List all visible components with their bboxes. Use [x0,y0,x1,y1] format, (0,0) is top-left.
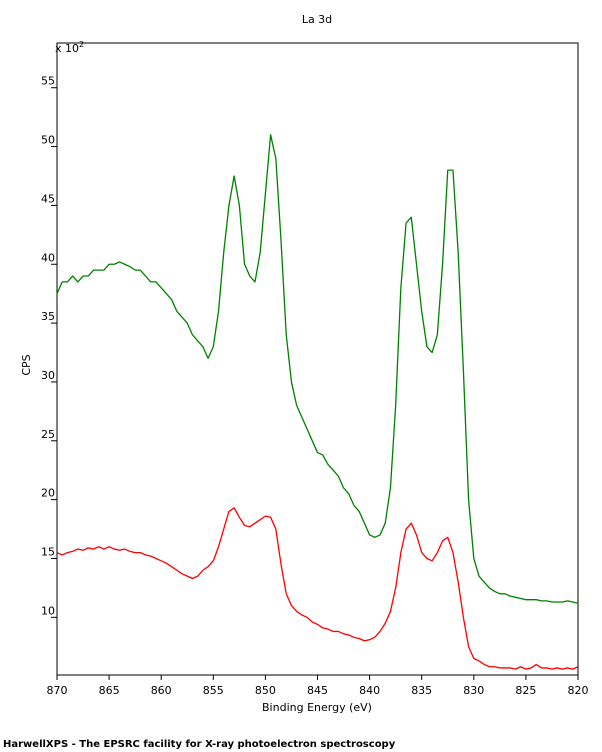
x-tick-label: 820 [568,684,589,697]
y-tick-label: 40 [41,251,55,264]
chart-title: La 3d [302,13,332,26]
x-tick-label: 840 [359,684,380,697]
y-tick-label: 25 [41,428,55,441]
footer: HarwellXPS - The EPSRC facility for X-ra… [3,739,396,750]
y-tick-label: 55 [41,75,55,88]
y-axis-label: CPS [20,354,33,375]
y-tick-label: 15 [41,545,55,558]
x-tick-label: 845 [307,684,328,697]
y-tick-label: 30 [41,369,55,382]
y-multiplier: x 102 [55,40,84,56]
plot-frame [56,42,579,676]
y-tick-label: 50 [41,134,55,147]
x-tick-label: 855 [203,684,224,697]
x-tick-label: 850 [255,684,276,697]
y-multiplier-base: x 10 [55,42,79,55]
x-tick-label: 830 [463,684,484,697]
y-tick-label: 20 [41,487,55,500]
y-tick-label: 35 [41,310,55,323]
x-tick-label: 835 [411,684,432,697]
spectrum-line [56,507,579,670]
x-tick-label: 825 [515,684,536,697]
spectrum-line [56,134,579,604]
x-axis-label: Binding Energy (eV) [262,701,372,714]
y-tick-label: 45 [41,192,55,205]
x-tick-label: 865 [99,684,120,697]
x-tick-label: 870 [47,684,68,697]
y-multiplier-exponent: 2 [79,40,84,49]
y-tick-label: 10 [41,604,55,617]
x-tick-label: 860 [151,684,172,697]
